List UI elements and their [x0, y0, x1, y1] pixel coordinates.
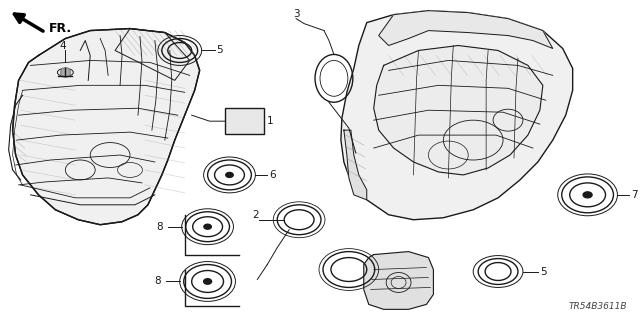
Text: 5: 5 [216, 45, 223, 55]
Text: TR54B3611B: TR54B3611B [569, 302, 627, 311]
Polygon shape [364, 252, 433, 309]
Ellipse shape [204, 224, 211, 229]
Polygon shape [374, 45, 543, 175]
Text: 1: 1 [268, 116, 274, 126]
Text: 8: 8 [154, 276, 161, 286]
Polygon shape [13, 28, 200, 225]
Polygon shape [344, 130, 367, 200]
FancyBboxPatch shape [225, 108, 264, 134]
Text: 4: 4 [59, 42, 66, 52]
Text: 5: 5 [540, 267, 547, 276]
Text: FR.: FR. [49, 22, 72, 35]
Polygon shape [341, 11, 573, 220]
Text: 2: 2 [252, 210, 259, 220]
Ellipse shape [204, 279, 212, 284]
Polygon shape [379, 11, 553, 49]
Text: 7: 7 [632, 190, 638, 200]
Ellipse shape [583, 192, 592, 198]
Text: 3: 3 [293, 9, 300, 19]
Text: 8: 8 [156, 222, 163, 232]
Ellipse shape [226, 172, 233, 177]
Text: 6: 6 [269, 170, 276, 180]
